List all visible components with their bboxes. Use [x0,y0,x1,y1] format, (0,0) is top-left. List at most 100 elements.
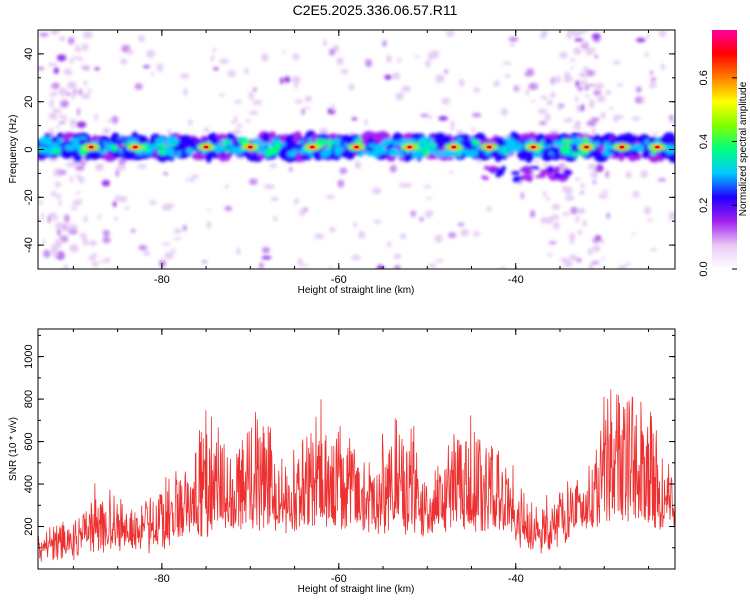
heatmap-noise-blob [371,187,382,195]
heatmap-noise-blob [657,178,667,182]
heatmap-noise-blob [399,92,404,97]
heatmap-noise-blob [399,233,407,239]
heatmap-noise-blob [420,113,429,118]
heatmap-noise-blob [289,166,293,172]
heatmap-noise-blob [167,203,175,208]
heatmap-noise-blob [428,114,432,120]
colorbar-gradient [712,30,737,269]
colorbar-label: Normalized spectral amplitude [738,81,749,216]
heatmap-noise-blob [613,114,619,123]
heatmap-band-core [423,138,435,143]
heatmap-band-core [79,151,87,156]
heatmap-noise-blob [81,43,89,52]
heatmap-band-core [279,142,286,147]
heatmap-noise-blob [349,131,355,135]
heatmap-noise-blob [582,40,589,46]
heatmap-noise-blob [75,165,85,171]
heatmap-noise-blob [219,58,230,64]
heatmap-noise-blob [448,232,457,239]
colorbar-ticks: 0.0 0.2 0.4 0.6 [698,70,737,277]
heatmap-noise-blob [560,257,570,263]
colorbar-tick-label: 0.0 [698,261,710,276]
heatmap-noise-blob [582,219,587,228]
heatmap-noise-blob [434,259,445,263]
heatmap-band-core [51,148,62,155]
heatmap-noise-blob [55,230,60,234]
heatmap-noise-blob [398,183,407,188]
heatmap-noise-blob [473,87,480,93]
heatmap-band-core [551,147,562,156]
heatmap-noise-blob [63,264,69,269]
heatmap-band-core [367,146,374,152]
heatmap-noise-blob [605,90,611,96]
heatmap-noise-blob [99,260,104,263]
heatmap-noise-blob [646,33,650,40]
heatmap-noise-blob [69,58,74,64]
heatmap-band-core [665,147,675,155]
heatmap-noise-blob [530,209,536,218]
heatmap-noise-blob [94,113,98,122]
heatmap-noise-blob [76,48,81,53]
heatmap-noise-blob [39,32,49,37]
heatmap-noise-blob [578,80,588,86]
snr-y-axis-label: SNR (10 * v/v) [8,417,19,481]
heatmap-noise-blob [150,72,154,76]
heatmap-noise-blob [652,132,658,136]
heatmap-noise-blob [82,238,89,246]
heatmap-noise-blob [364,118,368,126]
heatmap-noise-blob [56,125,60,130]
heatmap-noise-blob [76,191,80,195]
heatmap-noise-blob [138,35,145,43]
heatmap-noise-blob [81,93,91,100]
heatmap-side-blob [483,165,490,170]
heatmap-side-blob [481,175,487,180]
heatmap-band-core [434,150,441,157]
heatmap-noise-blob [270,196,279,202]
heatmap-side-blob [520,169,531,173]
heatmap-noise-blob [636,37,646,43]
heatmap-noise-blob [249,110,259,115]
heatmap-noise-blob [425,59,431,68]
heatmap-noise-blob [351,255,361,261]
heatmap-noise-blob [548,241,557,245]
heatmap-band-core [213,137,219,145]
heatmap-noise-blob [531,99,536,103]
heatmap-noise-blob [337,179,345,188]
heatmap-band-core [169,138,177,145]
heatmap-band-core [172,143,182,152]
heatmap-noise-blob [261,53,269,62]
heatmap-noise-blob [577,86,583,92]
heatmap-noise-blob [562,212,570,216]
heatmap-noise-blob [413,55,420,58]
heatmap-noise-blob [76,121,87,129]
heatmap-noise-blob [236,123,243,128]
heatmap-band-core [165,149,174,156]
heatmap-noise-blob [587,47,597,52]
heatmap-band-core [616,150,622,156]
heatmap-hotspot-peak [619,145,625,149]
heatmap-noise-blob [299,209,306,217]
heatmap-noise-blob [234,115,238,123]
heatmap-band-core [340,140,344,148]
heatmap-noise-blob [538,121,547,125]
y-tick-label: 0 [23,146,35,152]
heatmap-band-core [116,138,127,144]
heatmap-noise-blob [212,48,217,52]
heatmap-noise-blob [570,206,578,215]
heatmap-noise-blob [69,175,74,183]
heatmap-band-core [264,149,272,158]
heatmap-noise-blob [314,233,325,240]
heatmap-band-core [600,137,611,143]
heatmap-noise-blob [640,170,649,179]
heatmap-noise-blob [601,256,605,260]
heatmap-band-core [603,140,610,149]
heatmap-noise-blob [590,117,600,122]
heatmap-side-blob [512,176,522,183]
heatmap-hotspot-peak [354,145,359,149]
heatmap-band-core [78,138,87,146]
heatmap-noise-blob [64,214,70,223]
heatmap-noise-blob [88,88,92,94]
heatmap-band-core [469,149,478,155]
heatmap-noise-blob [47,62,58,67]
heatmap-noise-blob [553,221,560,230]
